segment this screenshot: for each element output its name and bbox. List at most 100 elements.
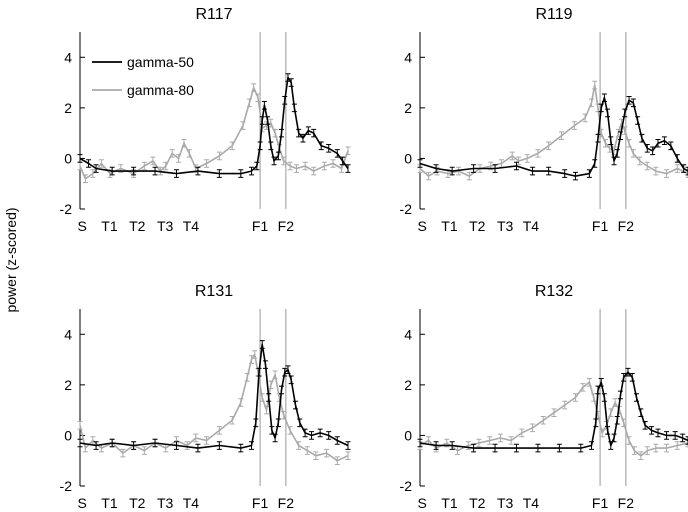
error-bar-gamma-80 bbox=[150, 156, 156, 166]
error-bar-gamma-50 bbox=[216, 441, 222, 450]
error-bar-gamma-80 bbox=[268, 380, 274, 390]
x-tick-label: T2 bbox=[129, 495, 146, 511]
error-bar-gamma-50 bbox=[275, 418, 281, 428]
error-bar-gamma-50 bbox=[288, 375, 294, 385]
y-tick-label: 4 bbox=[64, 326, 72, 342]
x-tick-label: T3 bbox=[497, 218, 514, 234]
error-bar-gamma-80 bbox=[572, 393, 578, 402]
error-bar-gamma-50 bbox=[546, 166, 552, 176]
error-bar-gamma-80 bbox=[524, 154, 530, 163]
error-bar-gamma-80 bbox=[216, 426, 222, 435]
error-bar-gamma-50 bbox=[562, 169, 568, 178]
error-bar-gamma-50 bbox=[279, 385, 285, 395]
error-bar-gamma-50 bbox=[152, 438, 158, 448]
error-bar-gamma-80 bbox=[653, 443, 659, 453]
error-bar-gamma-80 bbox=[120, 448, 126, 458]
error-bar-gamma-50 bbox=[655, 428, 661, 438]
error-bar-gamma-80 bbox=[255, 93, 261, 103]
error-bar-gamma-50 bbox=[644, 144, 650, 153]
error-bar-gamma-80 bbox=[240, 121, 246, 130]
y-tick-label: -2 bbox=[60, 478, 73, 494]
error-bar-gamma-50 bbox=[285, 365, 291, 374]
error-bar-gamma-50 bbox=[282, 95, 288, 105]
y-tick-label: 2 bbox=[64, 100, 72, 116]
x-tick-label: F1 bbox=[592, 218, 609, 234]
error-bar-gamma-80 bbox=[345, 146, 351, 156]
y-tick-label: 4 bbox=[64, 49, 72, 65]
error-bar-gamma-80 bbox=[592, 80, 598, 90]
error-bar-gamma-80 bbox=[608, 408, 614, 417]
error-bar-gamma-80 bbox=[334, 456, 340, 466]
series-line-gamma-50 bbox=[419, 96, 688, 177]
error-bar-gamma-50 bbox=[279, 128, 285, 138]
error-bar-gamma-50 bbox=[266, 393, 272, 402]
error-bar-gamma-50 bbox=[655, 138, 661, 148]
error-bar-gamma-50 bbox=[681, 164, 687, 173]
error-bar-gamma-50 bbox=[285, 73, 291, 82]
x-tick-label: T3 bbox=[157, 218, 174, 234]
error-bar-gamma-80 bbox=[304, 446, 310, 455]
error-bar-gamma-50 bbox=[195, 166, 201, 176]
error-bar-gamma-50 bbox=[93, 164, 99, 173]
error-bar-gamma-50 bbox=[345, 441, 351, 450]
error-bar-gamma-50 bbox=[345, 164, 351, 173]
error-bar-gamma-80 bbox=[203, 436, 209, 445]
error-bar-gamma-80 bbox=[251, 83, 257, 92]
error-bar-gamma-80 bbox=[229, 141, 235, 151]
error-bar-gamma-50 bbox=[668, 141, 674, 151]
error-bar-gamma-50 bbox=[259, 340, 265, 349]
y-tick-label: 0 bbox=[64, 427, 72, 443]
error-bar-gamma-50 bbox=[685, 436, 688, 445]
error-bar-gamma-50 bbox=[131, 441, 137, 450]
error-bar-gamma-50 bbox=[275, 151, 281, 161]
error-bar-gamma-50 bbox=[261, 101, 267, 110]
error-bar-gamma-50 bbox=[598, 378, 604, 387]
series-line-gamma-80 bbox=[419, 381, 688, 457]
y-tick-label: 4 bbox=[404, 49, 412, 65]
error-bar-gamma-50 bbox=[417, 438, 423, 448]
error-bar-gamma-50 bbox=[109, 166, 115, 176]
x-tick-label: T2 bbox=[129, 218, 146, 234]
error-bar-gamma-50 bbox=[672, 431, 678, 440]
error-bar-gamma-50 bbox=[238, 169, 244, 178]
error-bar-gamma-50 bbox=[593, 418, 599, 428]
error-bar-gamma-50 bbox=[595, 133, 601, 143]
error-bar-gamma-80 bbox=[77, 421, 83, 430]
error-bar-gamma-50 bbox=[513, 161, 519, 171]
error-bar-gamma-80 bbox=[176, 154, 182, 163]
error-bar-gamma-50 bbox=[608, 136, 614, 146]
error-bar-gamma-50 bbox=[685, 166, 688, 176]
error-bar-gamma-50 bbox=[309, 431, 315, 440]
error-bar-gamma-80 bbox=[90, 169, 96, 178]
error-bar-gamma-50 bbox=[131, 166, 137, 176]
error-bar-gamma-80 bbox=[626, 436, 632, 445]
error-bar-gamma-50 bbox=[109, 438, 115, 448]
error-bar-gamma-50 bbox=[300, 133, 306, 143]
error-bar-gamma-80 bbox=[203, 159, 209, 168]
x-tick-label: F1 bbox=[252, 218, 269, 234]
error-bar-gamma-80 bbox=[674, 164, 680, 173]
error-bar-gamma-50 bbox=[257, 141, 263, 151]
x-tick-label: T3 bbox=[497, 495, 514, 511]
error-bar-gamma-50 bbox=[572, 171, 578, 181]
error-bar-gamma-50 bbox=[253, 418, 259, 428]
error-bar-gamma-50 bbox=[680, 433, 686, 443]
legend-label: gamma-50 bbox=[127, 54, 194, 70]
error-bar-gamma-80 bbox=[82, 174, 88, 183]
error-bar-gamma-50 bbox=[492, 164, 498, 173]
error-bar-gamma-50 bbox=[617, 390, 623, 400]
error-bar-gamma-50 bbox=[449, 441, 455, 450]
error-bar-gamma-80 bbox=[252, 350, 258, 359]
error-bar-gamma-80 bbox=[589, 98, 595, 108]
y-tick-label: 2 bbox=[64, 377, 72, 393]
error-bar-gamma-50 bbox=[674, 154, 680, 163]
x-tick-label: F1 bbox=[252, 495, 269, 511]
error-bar-gamma-80 bbox=[281, 156, 287, 166]
error-bar-gamma-50 bbox=[265, 116, 271, 125]
x-tick-label: T4 bbox=[523, 495, 540, 511]
error-bar-gamma-80 bbox=[612, 398, 618, 407]
error-bar-gamma-80 bbox=[530, 423, 536, 433]
error-bar-gamma-50 bbox=[578, 443, 584, 453]
error-bar-gamma-50 bbox=[449, 166, 455, 176]
error-bar-gamma-50 bbox=[614, 149, 620, 158]
